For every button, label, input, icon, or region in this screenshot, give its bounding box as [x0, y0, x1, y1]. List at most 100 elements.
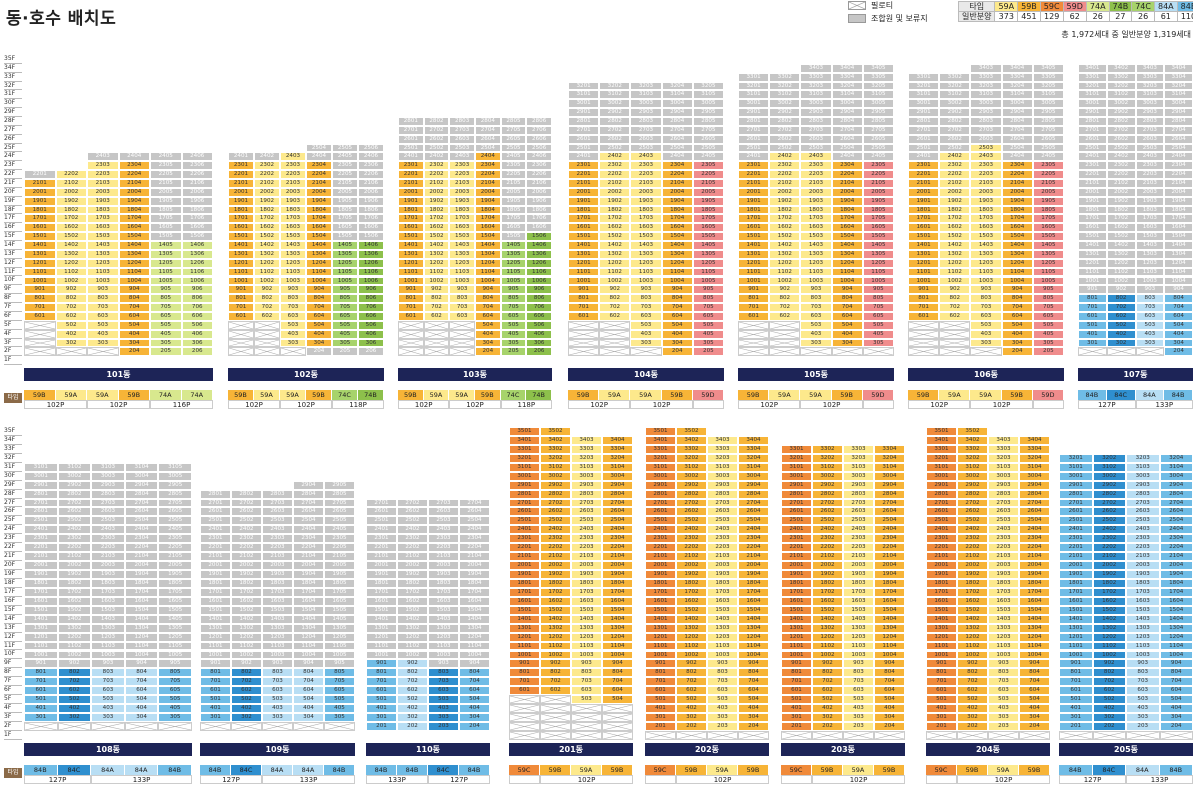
unit-general: 1105 [862, 267, 894, 277]
unit-reserved: 3203 [1135, 81, 1165, 91]
unit-reserved: 2204 [1164, 170, 1193, 180]
unit-general: 1601 [781, 596, 812, 606]
p-strip: 102P 102P [908, 400, 1064, 410]
unit-general: 403 [428, 704, 459, 714]
type-cell: 59B [1001, 390, 1033, 401]
unit-reserved: 1605 [332, 223, 358, 233]
unit-reserved: 2702 [397, 498, 428, 508]
unit-general: 1604 [738, 596, 769, 606]
unit-reserved: 2503 [428, 516, 459, 526]
pilotis-cell [939, 338, 971, 348]
unit-general: 703 [428, 677, 459, 687]
unit-reserved: 2204 [293, 543, 324, 553]
building-label: 104동 [568, 368, 724, 382]
unit-reserved: 2006 [526, 187, 552, 197]
unit-reserved: 2903 [91, 480, 125, 490]
unit-general: 802 [599, 294, 631, 304]
unit-reserved: 2504 [459, 516, 490, 526]
unit-reserved: 2706 [526, 125, 552, 135]
unit-general: 803 [988, 668, 1019, 678]
unit-general: 1802 [939, 205, 971, 215]
unit-reserved: 3004 [1164, 99, 1193, 109]
unit-reserved: 1705 [332, 214, 358, 224]
unit-general: 1704 [874, 587, 905, 597]
unit-general: 1903 [571, 570, 602, 579]
empty-cell [1135, 356, 1165, 366]
unit-general: 1101 [24, 267, 56, 277]
unit-general: 1104 [1159, 641, 1193, 651]
unit-reserved: 2402 [1106, 152, 1136, 162]
unit-reserved: 3402 [1106, 63, 1136, 73]
type-cell: 59B [306, 390, 332, 401]
unit-general: 3203 [707, 453, 738, 463]
unit-general: 704 [738, 677, 769, 687]
type-cell: 84B [397, 764, 428, 775]
unit-reserved: 2701 [568, 125, 600, 135]
unit-general: 1302 [540, 623, 571, 633]
unit-reserved: 1802 [397, 578, 428, 588]
unit-general: 1502 [939, 232, 971, 242]
unit-reserved: 1203 [428, 632, 459, 642]
unit-reserved: 2104 [293, 552, 324, 562]
unit-reserved: 2403 [262, 525, 293, 535]
floor-label: 1F [4, 731, 22, 740]
unit-general: 2203 [630, 170, 662, 180]
floor-label: 24F [4, 525, 22, 535]
unit-general: 1402 [599, 241, 631, 250]
empty-cell [306, 356, 332, 366]
unit-reserved: 1004 [1164, 276, 1193, 286]
unit-general: 3003 [843, 471, 874, 481]
unit-general: 1303 [449, 249, 475, 259]
p-strip: 127P 133P [200, 774, 355, 784]
unit-reserved: 2504 [831, 143, 863, 153]
unit-general: 2702 [1092, 498, 1126, 508]
floor-label: 28F [4, 117, 22, 126]
unit-general: 902 [676, 659, 707, 669]
unit-general: 1704 [1001, 214, 1033, 224]
unit-reserved: 1003 [262, 650, 293, 660]
unit-general: 1003 [630, 276, 662, 286]
unit-general: 2202 [599, 170, 631, 180]
unit-reserved: 2106 [526, 179, 552, 188]
unit-general: 2202 [939, 170, 971, 180]
unit-general: 3204 [874, 453, 905, 463]
empty-cell [181, 356, 213, 366]
unit-general: 303 [1135, 338, 1165, 348]
unit-general: 3201 [645, 453, 676, 463]
unit-general: 1701 [24, 214, 56, 224]
unit-general: 2604 [738, 507, 769, 517]
unit-general: 3204 [602, 453, 633, 463]
unit-general: 303 [262, 713, 293, 723]
unit-general: 2001 [228, 187, 254, 197]
unit-reserved: 3005 [862, 99, 894, 109]
unit-general: 1405 [862, 241, 894, 250]
unit-general: 2602 [1092, 507, 1126, 517]
legend-sale-header: 일반분양 [957, 11, 996, 22]
unit-general: 2103 [571, 552, 602, 562]
unit-general: 702 [540, 677, 571, 687]
unit-general: 1604 [475, 223, 501, 233]
unit-reserved: 2905 [862, 108, 894, 118]
unit-reserved: 1303 [1135, 249, 1165, 259]
unit-general: 905 [500, 285, 527, 295]
unit-reserved: 3301 [738, 72, 770, 82]
unit-general: 2904 [602, 480, 633, 490]
unit-general: 1704 [306, 214, 332, 224]
unit-general: 2701 [781, 498, 812, 508]
floor-label: 34F [4, 64, 22, 73]
unit-reserved: 3305 [862, 72, 894, 82]
floor-label: 35F [4, 427, 22, 436]
unit-general: 2202 [1092, 543, 1126, 553]
unit-general: 1505 [1032, 232, 1064, 242]
unit-reserved: 1804 [124, 578, 159, 588]
unit-reserved: 2501 [366, 516, 397, 526]
unit-general: 701 [908, 303, 940, 312]
unit-general: 704 [293, 677, 324, 687]
unit-general: 603 [87, 311, 119, 321]
unit-general: 602 [676, 686, 707, 696]
unit-general: 2902 [957, 480, 988, 490]
unit-reserved: 2802 [769, 117, 801, 126]
unit-general: 901 [398, 285, 424, 295]
unit-reserved: 1602 [57, 596, 92, 606]
unit-reserved: 2801 [200, 489, 231, 499]
